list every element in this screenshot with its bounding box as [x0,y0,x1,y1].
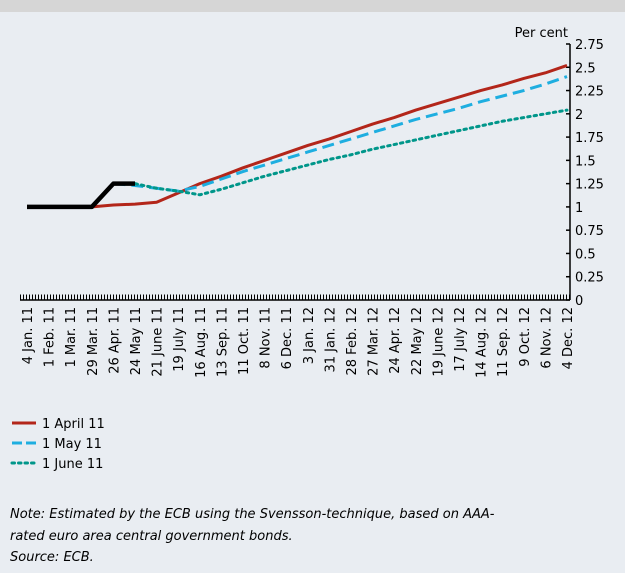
y-tick-label: 1.75 [575,131,604,146]
y-tick-label: 1.5 [575,154,596,169]
y-tick-label: 2.75 [575,38,604,53]
x-tick-label: 16 Aug. 11 [194,307,209,378]
series-line [91,63,568,209]
legend-label: 1 April 11 [42,417,105,432]
x-tick-label: 24 Apr. 12 [388,307,403,374]
note-line: Note: Estimated by the ECB using the Sve… [10,507,495,522]
x-tick-label: 29 Mar. 11 [86,307,101,376]
y-tick-label: 0.25 [575,271,604,286]
series-line [113,75,568,193]
source: Source: ECB. [10,550,94,565]
y-tick-label: 0 [575,294,583,309]
x-tick-label: 6 Nov. 12 [539,307,554,369]
y-tick-label: 1 [575,201,583,216]
actual-rate-line [27,181,135,210]
x-tick-label: 17 July 12 [453,307,468,372]
y-axis-label: Per cent [515,26,568,41]
y-tick-label: 0.5 [575,247,596,262]
x-tick-label: 1 Mar. 11 [64,307,79,368]
x-tick-label: 9 Oct. 12 [518,307,533,367]
x-tick-label: 13 Sep. 11 [215,307,230,377]
x-tick-label: 3 Jan. 12 [302,307,317,364]
x-tick-label: 22 May 12 [410,307,425,375]
x-tick-label: 28 Feb. 12 [345,307,360,376]
y-tick-label: 2.5 [575,61,596,76]
series-line [133,108,569,197]
y-tick-label: 2 [575,108,583,123]
legend-label: 1 June 11 [42,457,103,472]
x-tick-label: 24 May 11 [129,307,144,375]
y-tick-label: 0.75 [575,224,604,239]
x-tick-label: 6 Dec. 11 [280,307,295,369]
x-tick-label: 21 June 11 [151,307,166,377]
x-tick-label: 26 Apr. 11 [107,307,122,374]
x-tick-label: 27 Mar. 12 [367,307,382,376]
x-tick-label: 4 Jan. 11 [21,307,36,364]
x-tick-label: 14 Aug. 12 [475,307,490,378]
x-tick-label: 11 Sep. 12 [496,307,511,377]
note-line: rated euro area central government bonds… [10,529,293,544]
x-tick-label: 8 Nov. 11 [259,307,274,369]
legend-label: 1 May 11 [42,437,102,452]
x-tick-label: 19 July 11 [172,307,187,372]
x-tick-label: 11 Oct. 11 [237,307,252,375]
x-tick-label: 31 Jan. 12 [323,307,338,373]
x-tick-label: 4 Dec. 12 [561,307,576,369]
top-band [0,0,625,12]
x-tick-label: 1 Feb. 11 [43,307,58,367]
x-tick-label: 19 June 12 [431,307,446,377]
y-tick-label: 1.25 [575,178,604,193]
y-tick-label: 2.25 [575,85,604,100]
